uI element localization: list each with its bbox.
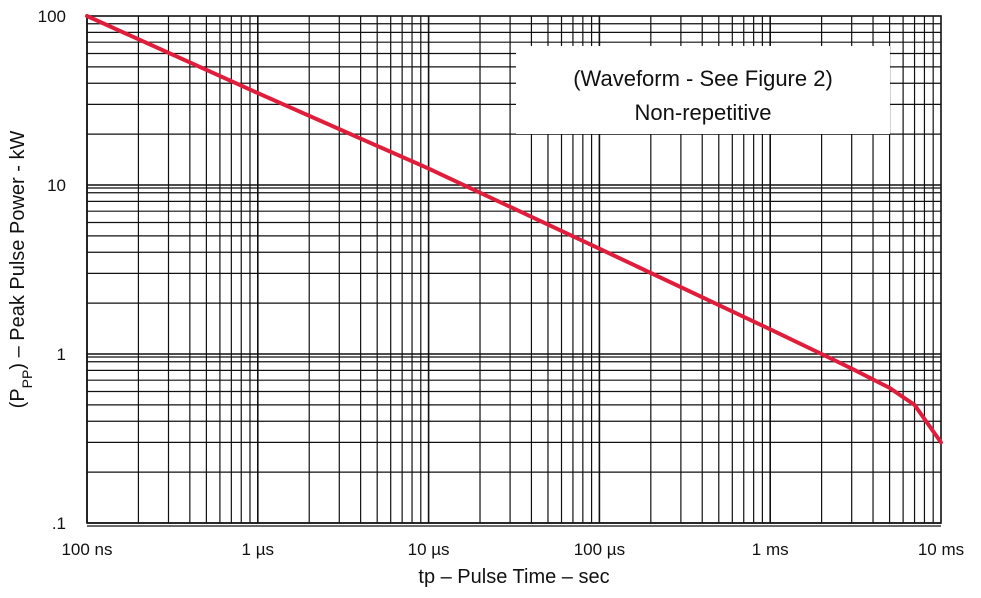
x-tick-label: 100 µs [574, 540, 625, 559]
y-tick-label: 1 [57, 345, 66, 364]
series-line [85, 14, 943, 445]
y-tick-label: 10 [47, 176, 66, 195]
grid [86, 15, 942, 527]
y-axis-title-prefix: (P [7, 388, 29, 408]
x-tick-labels: 100 ns 1 µs 10 µs 100 µs 1 ms 10 ms [61, 540, 964, 559]
y-axis-title-suffix: ) – Peak Pulse Power - kW [7, 131, 29, 370]
x-tick-label: 1 µs [242, 540, 274, 559]
y-tick-labels: 100 10 1 .1 [38, 7, 66, 533]
y-axis-title-subscript: PP [19, 370, 35, 389]
x-tick-label: 10 ms [918, 540, 964, 559]
annotation-box: (Waveform - See Figure 2) Non-repetitive [516, 46, 890, 134]
x-axis-title: tp – Pulse Time – sec [418, 566, 609, 588]
y-tick-label: 100 [38, 7, 66, 26]
plot-frame [86, 15, 942, 524]
y-axis-title: (PPP) – Peak Pulse Power - kW [7, 131, 35, 409]
x-tick-label: 10 µs [408, 540, 450, 559]
x-tick-label: 1 ms [752, 540, 789, 559]
annotation-line-2: Non-repetitive [635, 100, 772, 125]
y-tick-label: .1 [52, 514, 66, 533]
annotation-line-1: (Waveform - See Figure 2) [573, 66, 833, 91]
series-layer [85, 14, 943, 445]
x-tick-label: 100 ns [61, 540, 112, 559]
annotation-background [516, 46, 890, 134]
